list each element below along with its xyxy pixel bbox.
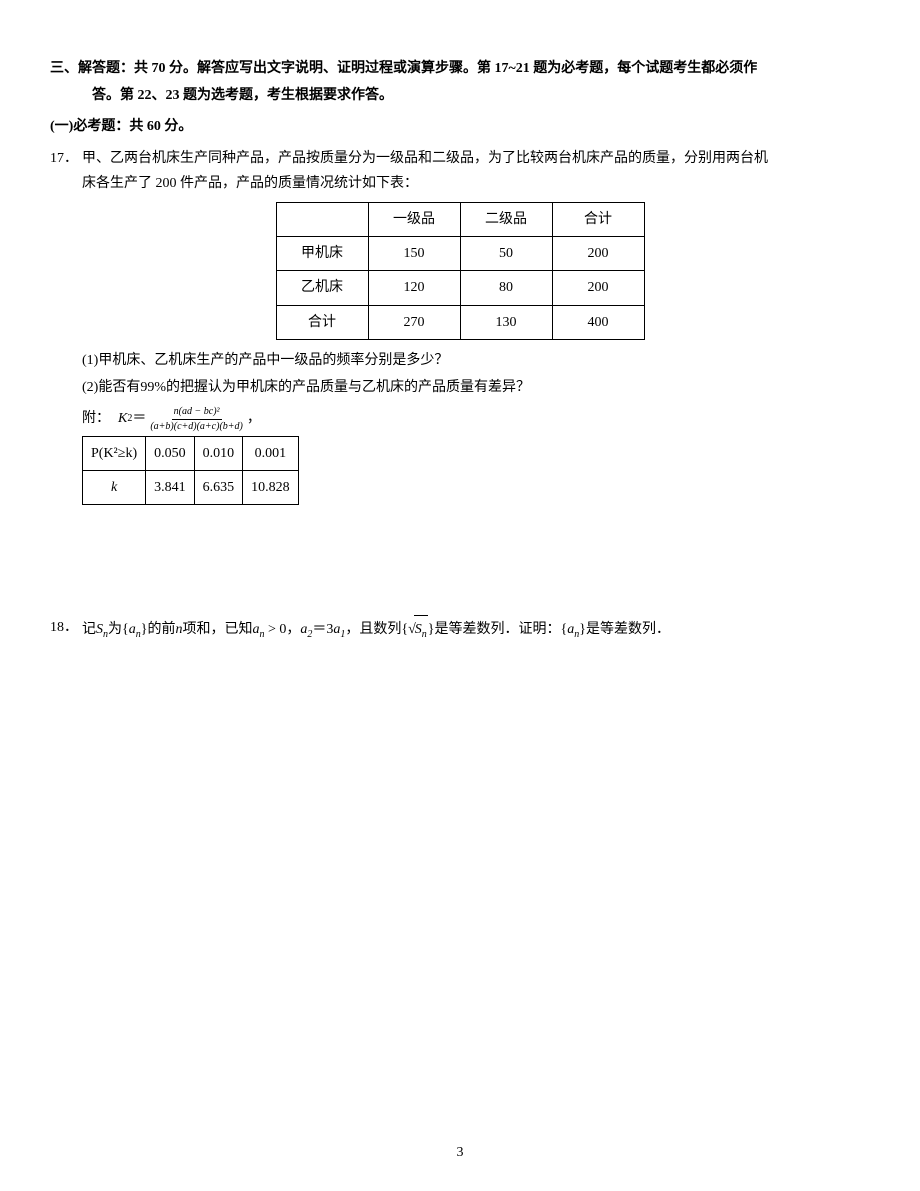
ref-table-cell: 3.841 (146, 471, 195, 505)
subsection-header: (一)必考题：共 60 分。 (50, 114, 870, 139)
page-number: 3 (0, 1140, 920, 1165)
table-cell: 270 (368, 305, 460, 339)
table-row: 合计270130400 (276, 305, 644, 339)
table-header-cell (276, 202, 368, 236)
ref-table-cell: k (83, 471, 146, 505)
table-cell: 甲机床 (276, 237, 368, 271)
table-cell: 乙机床 (276, 271, 368, 305)
ref-table-cell: 6.635 (194, 471, 243, 505)
q17-appendix: 附： K2 ＝ n(ad − bc)² (a+b)(c+d)(a+c)(b+d)… (50, 406, 870, 432)
ref-table-header-cell: 0.001 (243, 437, 299, 471)
table-cell: 80 (460, 271, 552, 305)
section-header-line2: 答。第 22、23 题为选考题，考生根据要求作答。 (50, 83, 870, 108)
table-row: 甲机床15050200 (276, 237, 644, 271)
problem-18: 18． 记Sn为{an}的前n项和，已知an > 0，a2＝3a1，且数列{Sn… (50, 615, 870, 645)
table-row: 乙机床12080200 (276, 271, 644, 305)
problem-17: 17． 甲、乙两台机床生产同种产品，产品按质量分为一级品和二级品，为了比较两台机… (50, 146, 870, 506)
table-cell: 400 (552, 305, 644, 339)
table-cell: 200 (552, 237, 644, 271)
ref-table-cell: 10.828 (243, 471, 299, 505)
q17-subquestion-1: (1)甲机床、乙机床生产的产品中一级品的频率分别是多少？ (50, 348, 870, 373)
table-header-cell: 二级品 (460, 202, 552, 236)
section-header-line1: 三、解答题：共 70 分。解答应写出文字说明、证明过程或演算步骤。第 17~21… (50, 56, 870, 81)
table-header-cell: 一级品 (368, 202, 460, 236)
problem-17-text-line1: 甲、乙两台机床生产同种产品，产品按质量分为一级品和二级品，为了比较两台机床产品的… (82, 146, 870, 171)
table-cell: 50 (460, 237, 552, 271)
problem-17-number: 17． (50, 146, 82, 171)
table-cell: 120 (368, 271, 460, 305)
ref-table-header-cell: 0.010 (194, 437, 243, 471)
q17-data-table: 一级品二级品合计甲机床15050200乙机床12080200合计27013040… (276, 202, 645, 340)
k-squared-formula: K2 ＝ n(ad − bc)² (a+b)(c+d)(a+c)(b+d) ， (118, 406, 261, 432)
table-cell: 130 (460, 305, 552, 339)
appendix-label: 附： (82, 406, 110, 431)
q17-subquestion-2: (2)能否有99%的把握认为甲机床的产品质量与乙机床的产品质量有差异？ (50, 375, 870, 400)
table-cell: 合计 (276, 305, 368, 339)
q17-reference-table: P(K²≥k)0.0500.0100.001 k3.8416.63510.828 (82, 436, 299, 505)
problem-17-text-line2: 床各生产了 200 件产品，产品的质量情况统计如下表： (50, 171, 870, 196)
ref-table-header-cell: 0.050 (146, 437, 195, 471)
table-header-cell: 合计 (552, 202, 644, 236)
table-cell: 150 (368, 237, 460, 271)
table-cell: 200 (552, 271, 644, 305)
problem-18-number: 18． (50, 615, 82, 645)
problem-18-text: 记Sn为{an}的前n项和，已知an > 0，a2＝3a1，且数列{Sn}是等差… (82, 615, 870, 645)
ref-table-header-cell: P(K²≥k) (83, 437, 146, 471)
